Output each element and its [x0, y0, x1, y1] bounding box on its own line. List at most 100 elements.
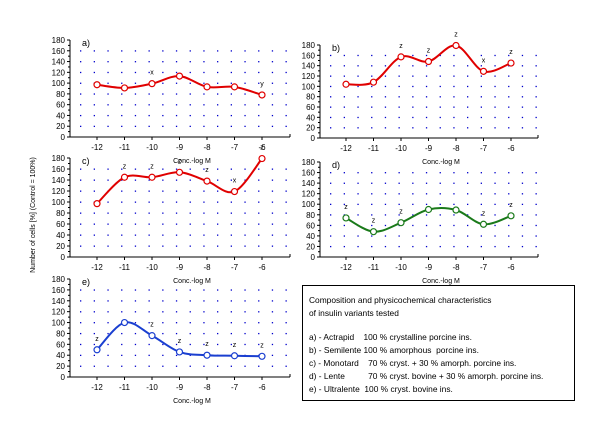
grid-dot: [508, 75, 510, 77]
grid-dot: [107, 179, 109, 181]
grid-dot: [521, 193, 524, 195]
series-line: [96, 157, 263, 205]
grid-dot: [107, 212, 109, 214]
grid-dot: [189, 365, 191, 367]
grid-dot: [357, 214, 359, 216]
grid-dot: [80, 354, 82, 357]
grid-dot: [467, 203, 469, 206]
grid-dot: [480, 106, 482, 108]
grid-dot: [162, 365, 164, 367]
y-tick-label: 100: [52, 79, 66, 88]
grid-dot: [134, 365, 137, 367]
grid-dot: [162, 125, 164, 128]
grid-dot: [162, 104, 164, 106]
grid-dot: [175, 93, 178, 95]
grid-dot: [371, 172, 373, 174]
grid-dot: [480, 245, 482, 248]
grid-dot: [330, 172, 332, 174]
data-point: [203, 351, 211, 359]
grid-dot: [148, 50, 150, 52]
grid-dot: [134, 168, 137, 170]
grid-dot: [330, 235, 332, 237]
grid-dot: [535, 106, 537, 108]
grid-dot: [439, 96, 441, 98]
grid-dot: [271, 179, 274, 181]
grid-dot: [357, 182, 359, 184]
grid-dot: [412, 54, 414, 57]
grid-dot: [134, 234, 137, 236]
data-point: [479, 67, 488, 75]
grid-dot: [398, 85, 400, 88]
grid-dot: [467, 85, 469, 88]
grid-dot: [93, 50, 95, 52]
grid-dot: [439, 106, 441, 108]
grid-dot: [384, 235, 387, 237]
grid-dot: [258, 289, 260, 291]
grid-dot: [121, 365, 123, 367]
grid-dot: [162, 168, 164, 170]
grid-dot: [203, 71, 205, 74]
grid-dot: [258, 365, 260, 367]
significance-annotation: z: [150, 322, 154, 329]
y-tick-label: 20: [306, 124, 315, 133]
grid-dot: [244, 179, 246, 181]
grid-dot: [134, 201, 137, 203]
grid-dot: [93, 125, 95, 128]
y-tick-label: 180: [52, 275, 66, 284]
y-tick-label: 120: [52, 187, 66, 196]
grid-dot: [148, 168, 150, 170]
grid-dot: [93, 104, 95, 106]
grid-dot: [244, 289, 246, 291]
grid-dot: [189, 343, 191, 346]
grid-dot: [162, 223, 164, 225]
grid-dot: [357, 65, 359, 67]
grid-dot: [480, 193, 482, 195]
grid-dot: [271, 104, 274, 106]
grid-dot: [271, 223, 274, 225]
grid-dot: [521, 106, 524, 108]
grid-dot: [494, 172, 496, 174]
grid-dot: [189, 93, 191, 95]
grid-dot: [412, 172, 414, 174]
grid-dot: [258, 245, 260, 247]
grid-dot: [217, 50, 219, 52]
grid-dot: [271, 50, 274, 52]
grid-dot: [467, 193, 469, 195]
x-axis-label: Conc.-log M: [422, 278, 460, 285]
grid-dot: [384, 193, 387, 195]
grid-dot: [412, 65, 414, 67]
grid-dot: [343, 106, 345, 108]
y-tick-label: 80: [306, 93, 315, 102]
grid-dot: [189, 82, 191, 84]
grid-dot: [189, 104, 191, 106]
grid-dot: [425, 182, 428, 184]
grid-dot: [175, 234, 178, 236]
grid-dot: [93, 343, 95, 346]
grid-dot: [107, 104, 109, 106]
grid-dot: [230, 125, 232, 128]
significance-annotation: z: [178, 338, 182, 345]
grid-dot: [384, 127, 387, 129]
grid-dot: [148, 245, 150, 247]
grid-dot: [425, 106, 428, 108]
data-point: [203, 83, 211, 91]
grid-dot: [80, 82, 82, 84]
grid-dot: [148, 300, 150, 302]
grid-dot: [285, 354, 287, 357]
grid-dot: [93, 168, 95, 170]
grid-dot: [93, 245, 95, 247]
grid-dot: [357, 96, 359, 98]
grid-dot: [244, 322, 246, 324]
grid-dot: [439, 75, 441, 77]
grid-dot: [467, 224, 469, 227]
grid-dot: [330, 193, 332, 195]
grid-dot: [535, 127, 537, 129]
grid-dot: [467, 245, 469, 248]
y-tick-label: 0: [311, 134, 316, 143]
data-point: [452, 206, 460, 214]
grid-dot: [371, 193, 373, 195]
grid-dot: [230, 93, 232, 95]
y-tick-label: 120: [52, 68, 66, 77]
x-tick-label: -8: [203, 143, 211, 152]
grid-dot: [439, 127, 441, 129]
